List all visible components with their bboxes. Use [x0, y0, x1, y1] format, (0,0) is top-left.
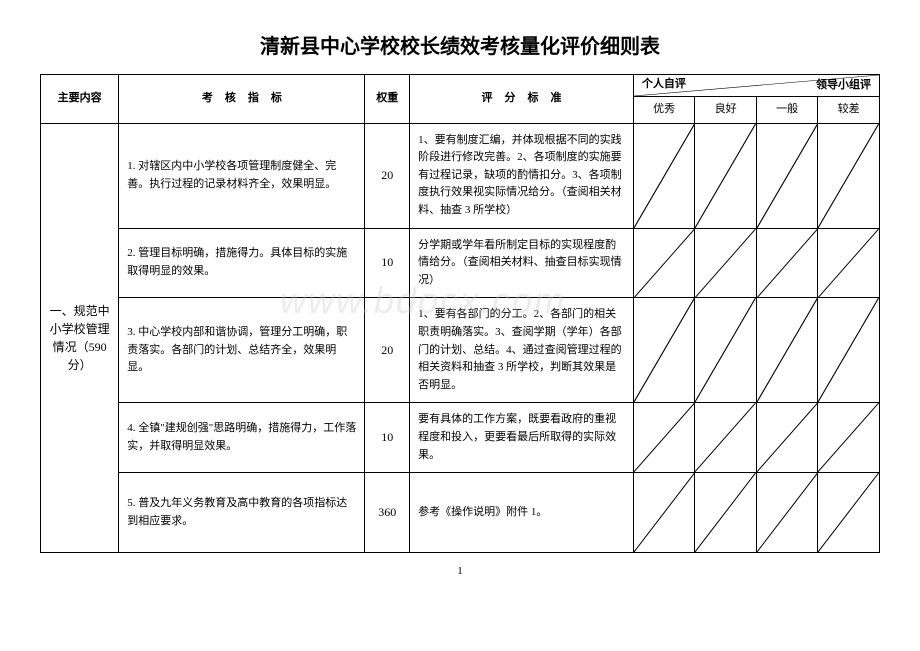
rating-cell: [695, 298, 757, 403]
rating-cell: [818, 298, 880, 403]
rating-cell: [818, 123, 880, 228]
rating-cell: [695, 123, 757, 228]
standard-cell: 参考《操作说明》附件 1。: [410, 473, 634, 553]
document-title: 清新县中心学校校长绩效考核量化评价细则表: [40, 30, 880, 59]
table-row: 4. 全镇"建规创强"思路明确，措施得力，工作落实，并取得明显效果。 10 要有…: [41, 403, 880, 473]
indicator-cell: 5. 普及九年义务教育及高中教育的各项指标达到相应要求。: [119, 473, 365, 553]
header-standard: 评分标准: [410, 75, 634, 124]
table-row: 一、规范中小学校管理情况（590 分） 1. 对辖区内中小学校各项管理制度健全、…: [41, 123, 880, 228]
rating-cell: [756, 123, 818, 228]
header-good: 良好: [695, 97, 757, 124]
rating-cell: [633, 403, 695, 473]
header-self-eval: 个人自评: [642, 76, 686, 94]
header-main-content: 主要内容: [41, 75, 119, 124]
rating-cell: [818, 473, 880, 553]
rating-cell: [756, 298, 818, 403]
indicator-cell: 4. 全镇"建规创强"思路明确，措施得力，工作落实，并取得明显效果。: [119, 403, 365, 473]
rating-cell: [633, 473, 695, 553]
header-poor: 较差: [818, 97, 880, 124]
header-eval-split: 个人自评 领导小组评: [633, 75, 879, 97]
weight-cell: 20: [365, 298, 410, 403]
rating-cell: [756, 403, 818, 473]
standard-cell: 分学期或学年看所制定目标的实现程度酌情给分。（查阅相关材料、抽查目标实现情况）: [410, 228, 634, 298]
standard-cell: 要有具体的工作方案，既要看政府的重视程度和投入，更要看最后所取得的实际效果。: [410, 403, 634, 473]
weight-cell: 10: [365, 403, 410, 473]
standard-cell: 1、要有各部门的分工。2、各部门的相关职责明确落实。3、查阅学期（学年）各部门的…: [410, 298, 634, 403]
table-row: 5. 普及九年义务教育及高中教育的各项指标达到相应要求。 360 参考《操作说明…: [41, 473, 880, 553]
evaluation-table: 主要内容 考核指标 权重 评分标准 个人自评 领导小组评 优秀 良好 一般 较差…: [40, 74, 880, 553]
header-weight: 权重: [365, 75, 410, 124]
rating-cell: [756, 473, 818, 553]
rating-cell: [633, 123, 695, 228]
table-row: 2. 管理目标明确，措施得力。具体目标的实施取得明显的效果。 10 分学期或学年…: [41, 228, 880, 298]
header-group-eval: 领导小组评: [816, 77, 871, 95]
indicator-cell: 2. 管理目标明确，措施得力。具体目标的实施取得明显的效果。: [119, 228, 365, 298]
weight-cell: 360: [365, 473, 410, 553]
header-indicator: 考核指标: [119, 75, 365, 124]
indicator-cell: 3. 中心学校内部和谐协调，管理分工明确，职责落实。各部门的计划、总结齐全，效果…: [119, 298, 365, 403]
rating-cell: [695, 473, 757, 553]
rating-cell: [756, 228, 818, 298]
weight-cell: 20: [365, 123, 410, 228]
category-cell: 一、规范中小学校管理情况（590 分）: [41, 123, 119, 553]
header-excellent: 优秀: [633, 97, 695, 124]
rating-cell: [695, 228, 757, 298]
rating-cell: [633, 298, 695, 403]
rating-cell: [818, 228, 880, 298]
indicator-cell: 1. 对辖区内中小学校各项管理制度健全、完善。执行过程的记录材料齐全，效果明显。: [119, 123, 365, 228]
rating-cell: [695, 403, 757, 473]
rating-cell: [633, 228, 695, 298]
rating-cell: [818, 403, 880, 473]
page-number: 1: [40, 565, 880, 577]
table-row: 3. 中心学校内部和谐协调，管理分工明确，职责落实。各部门的计划、总结齐全，效果…: [41, 298, 880, 403]
header-average: 一般: [756, 97, 818, 124]
weight-cell: 10: [365, 228, 410, 298]
standard-cell: 1、要有制度汇编，并体现根据不同的实践阶段进行修改完善。2、各项制度的实施要有过…: [410, 123, 634, 228]
